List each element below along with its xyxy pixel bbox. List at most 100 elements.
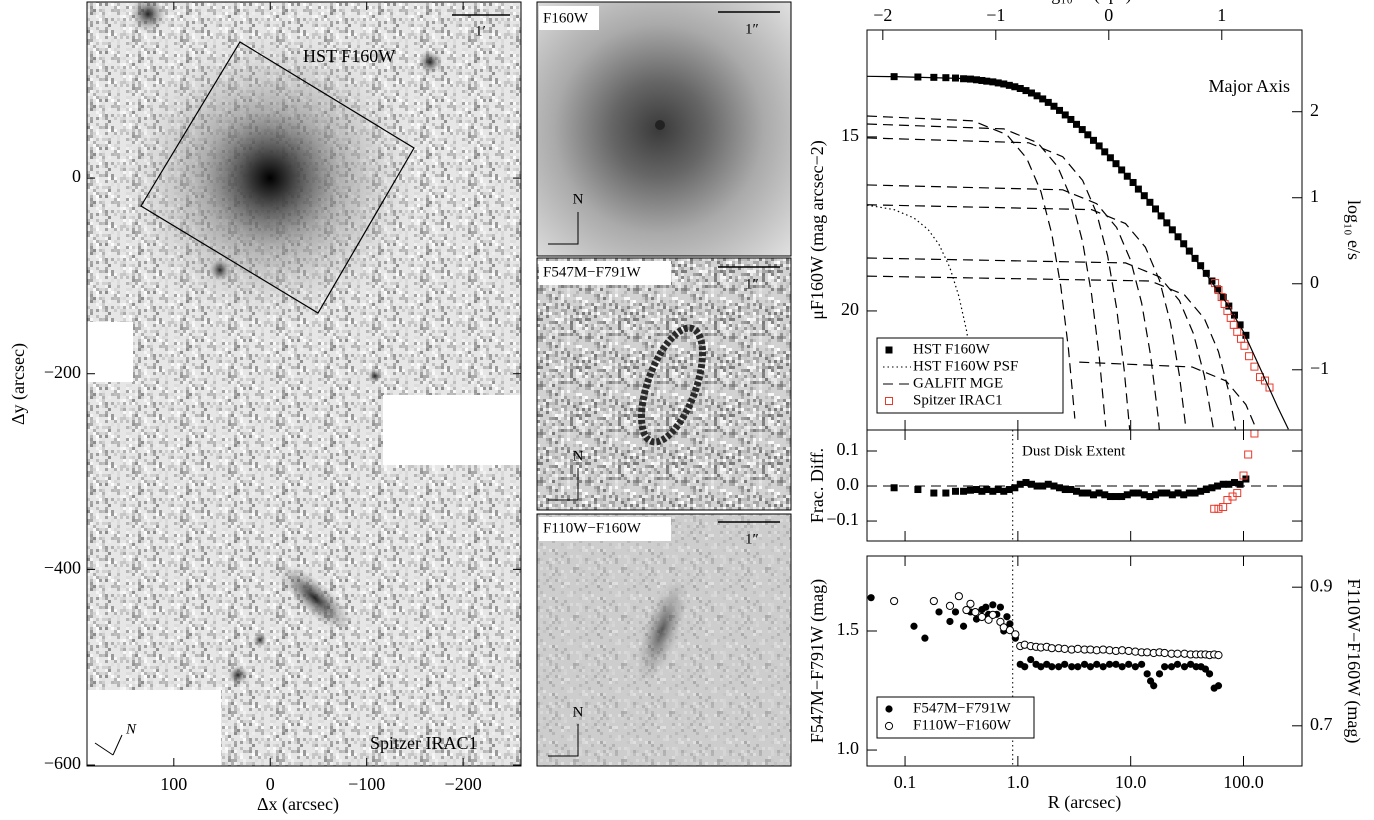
star bbox=[228, 665, 248, 685]
marker bbox=[1239, 471, 1248, 480]
marker bbox=[1118, 493, 1126, 501]
marker bbox=[1124, 646, 1133, 656]
marker bbox=[994, 486, 1002, 494]
marker bbox=[996, 603, 1004, 611]
image-label: Spitzer IRAC1 bbox=[370, 733, 478, 753]
compass bbox=[112, 734, 123, 756]
marker bbox=[1112, 660, 1120, 668]
marker bbox=[1244, 450, 1253, 459]
marker bbox=[1236, 321, 1244, 329]
legend-symbol bbox=[885, 705, 893, 713]
marker bbox=[1240, 341, 1249, 350]
legend-label: F110W−F160W bbox=[913, 717, 1012, 733]
marker bbox=[1129, 489, 1137, 497]
star bbox=[130, 2, 166, 32]
cutout-label: F547M−F791W bbox=[543, 264, 641, 280]
marker bbox=[1125, 660, 1133, 668]
marker bbox=[929, 596, 938, 606]
marker bbox=[1230, 479, 1238, 487]
frame bbox=[536, 1, 792, 257]
marker bbox=[1202, 486, 1210, 494]
legend-label: F547M−F791W bbox=[913, 700, 1011, 716]
marker bbox=[914, 486, 922, 494]
marker bbox=[946, 617, 954, 626]
marker bbox=[1214, 651, 1223, 660]
series-line bbox=[1079, 361, 1258, 430]
marker bbox=[1250, 430, 1259, 438]
series-line bbox=[867, 204, 974, 370]
marker bbox=[959, 622, 968, 630]
scale-label: 1″ bbox=[745, 531, 759, 547]
north-label: N bbox=[125, 721, 137, 737]
compass bbox=[548, 724, 579, 757]
marker bbox=[890, 596, 899, 606]
cutout-image bbox=[537, 258, 791, 510]
series-line bbox=[867, 275, 1237, 430]
hst-footprint bbox=[140, 41, 415, 314]
marker bbox=[1118, 663, 1126, 671]
marker bbox=[1027, 655, 1035, 664]
marker bbox=[1140, 491, 1148, 499]
blank bbox=[383, 395, 521, 465]
marker bbox=[1022, 87, 1030, 95]
y-tick-label: −600 bbox=[44, 753, 81, 773]
marker bbox=[1205, 670, 1214, 678]
marker bbox=[1078, 489, 1086, 497]
y-tick-label: 0 bbox=[72, 166, 81, 186]
marker bbox=[935, 608, 943, 616]
marker bbox=[1039, 95, 1047, 103]
marker bbox=[978, 487, 986, 495]
galaxy bbox=[277, 563, 353, 633]
marker bbox=[910, 622, 918, 630]
marker bbox=[1265, 383, 1274, 392]
label-bg bbox=[539, 6, 599, 30]
marker bbox=[1180, 663, 1189, 671]
legend-label: Spitzer IRAC1 bbox=[913, 392, 1003, 408]
scale-label: 1″ bbox=[745, 276, 759, 292]
marker bbox=[1005, 486, 1013, 494]
marker bbox=[1191, 489, 1199, 497]
compass bbox=[548, 468, 579, 501]
x2-axis-label: log₁₀ R (kpc) bbox=[1037, 0, 1132, 5]
x-tick-label: 0 bbox=[266, 774, 275, 794]
marker bbox=[1201, 665, 1210, 673]
marker bbox=[1033, 482, 1041, 490]
marker bbox=[1067, 486, 1075, 494]
nucleus bbox=[655, 120, 665, 130]
legend-symbol bbox=[885, 397, 893, 405]
y-tick-label: 0.0 bbox=[837, 474, 860, 494]
y-tick-label: −400 bbox=[44, 558, 81, 578]
marker bbox=[1101, 491, 1109, 499]
marker bbox=[1173, 649, 1182, 658]
x-tick-label: 100 bbox=[160, 774, 187, 794]
marker bbox=[1047, 644, 1056, 653]
x-tick-label: −100 bbox=[348, 774, 385, 794]
marker bbox=[1039, 482, 1047, 490]
marker bbox=[1245, 352, 1254, 361]
marker bbox=[1056, 484, 1064, 492]
marker bbox=[951, 608, 960, 616]
left-image bbox=[87, 2, 521, 766]
plot-area bbox=[867, 73, 1289, 430]
star bbox=[418, 50, 442, 74]
x2-tick-label: 1 bbox=[1217, 5, 1226, 25]
x-tick-label: 1.0 bbox=[1007, 772, 1030, 792]
legend-label: GALFIT MGE bbox=[913, 375, 1003, 391]
marker bbox=[1173, 660, 1182, 668]
marker bbox=[890, 484, 898, 492]
frame bbox=[86, 1, 522, 767]
marker bbox=[1060, 644, 1069, 653]
marker bbox=[962, 605, 971, 615]
series-line bbox=[867, 137, 1131, 430]
y2-tick-label: 0.7 bbox=[1310, 714, 1333, 734]
north-label: N bbox=[573, 191, 584, 207]
north-label: N bbox=[573, 448, 584, 464]
marker bbox=[951, 487, 959, 495]
marker bbox=[1168, 491, 1176, 499]
annotation: Major Axis bbox=[1208, 76, 1290, 96]
marker bbox=[1180, 491, 1188, 499]
marker bbox=[1112, 493, 1120, 501]
y-axis-label: Frac. Diff. bbox=[807, 448, 827, 523]
marker bbox=[1157, 489, 1165, 497]
